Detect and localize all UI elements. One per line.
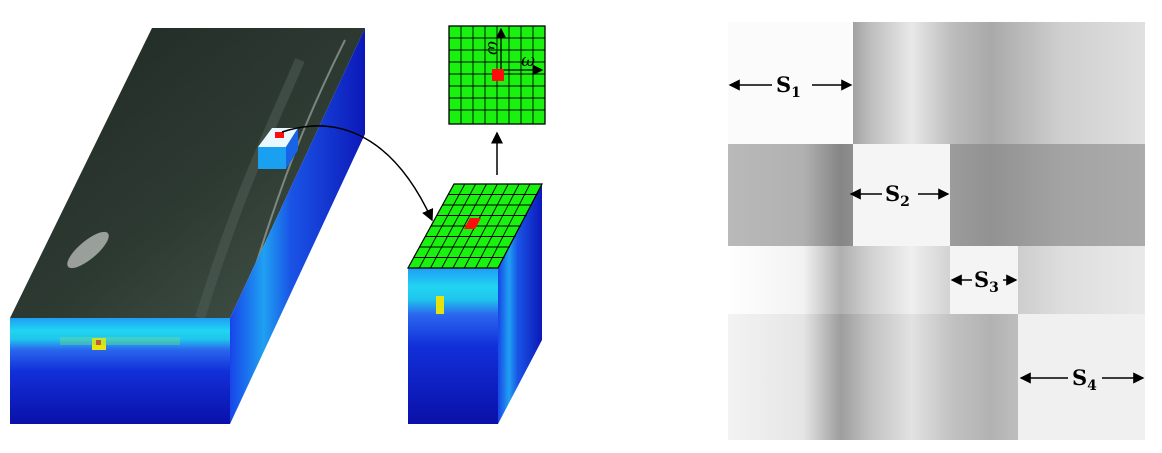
bright-patch [67,231,109,269]
segment-s3: S3 [950,267,1018,296]
segment-s1: S1 [728,72,853,101]
spectral-band [60,337,180,345]
svg-text:S4: S4 [1072,365,1097,394]
segment-s2-label: S [885,181,900,206]
segment-s4-subscript: 4 [1087,378,1097,394]
patch-cube-front [408,268,498,424]
segment-s1-subscript: 1 [791,85,801,101]
patch-hotspot [436,296,444,314]
segment-s3-subscript: 3 [989,280,999,296]
patch-cube [406,183,543,424]
hyperspectral-cube [10,28,365,424]
svg-text:S1: S1 [776,72,801,101]
kernel-grid: ω ω [448,25,546,125]
kernel-label-vertical: ω [483,41,503,55]
curved-arrow [281,125,434,222]
matrix-band-light-s3 [728,246,1145,314]
block-s4 [1018,314,1145,440]
source-patch-front [258,147,286,169]
block-s1 [728,22,853,144]
block-s2 [853,144,950,246]
patch-center-pixel [464,218,481,229]
river-texture [195,58,305,320]
spectral-hotspot-core [96,340,101,345]
segment-s4: S4 [1019,365,1145,394]
segment-s1-label: S [776,72,791,97]
kernel-center-pixel [492,69,504,81]
cube-front-face [10,318,230,424]
patch-top-grid [413,183,538,269]
svg-text:S3: S3 [974,267,999,296]
segment-s4-label: S [1072,365,1087,390]
segment-s2: S2 [849,181,950,210]
kernel-label-horizontal: ω [521,51,535,71]
segment-s3-label: S [974,267,989,292]
kernel-grid-lines [449,26,545,124]
svg-text:S2: S2 [885,181,910,210]
patch-cube-side [498,184,542,424]
source-patch-side [286,128,298,169]
segment-s2-subscript: 2 [900,194,910,210]
source-patch-red [275,132,284,138]
similarity-matrix [728,22,1145,440]
